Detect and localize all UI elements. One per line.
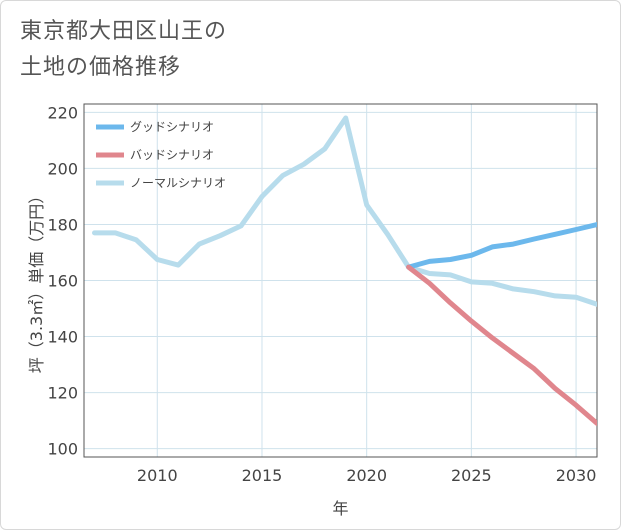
series-line-3	[92, 115, 597, 307]
plot-border	[83, 103, 598, 458]
x-axis-title: 年	[332, 499, 348, 518]
x-tick-label: 2020	[346, 466, 387, 485]
y-tick-label: 100	[47, 440, 78, 459]
y-tick-label: 200	[47, 159, 78, 178]
y-tick-label: 160	[47, 272, 78, 291]
y-tick-label: 220	[47, 103, 78, 122]
legend-label-1: グッドシナリオ	[130, 120, 214, 134]
legend-label-3: ノーマルシナリオ	[130, 176, 226, 190]
series-line-1	[406, 222, 597, 270]
y-axis-title: 坪（3.3㎡）単価（万円）	[27, 188, 46, 373]
legend-label-2: バッドシナリオ	[130, 148, 214, 162]
chart-title: 東京都大田区山王の 土地の価格推移	[20, 14, 380, 86]
x-tick-label: 2025	[451, 466, 492, 485]
series-line-2	[406, 264, 597, 426]
y-tick-label: 140	[47, 328, 78, 347]
title-line-1: 東京都大田区山王の	[20, 19, 228, 44]
x-tick-label: 2030	[556, 466, 597, 485]
x-tick-label: 2015	[242, 466, 283, 485]
x-tick-label: 2010	[137, 466, 178, 485]
y-tick-label: 120	[47, 384, 78, 403]
y-tick-label: 180	[47, 215, 78, 234]
title-line-2: 土地の価格推移	[20, 55, 182, 80]
